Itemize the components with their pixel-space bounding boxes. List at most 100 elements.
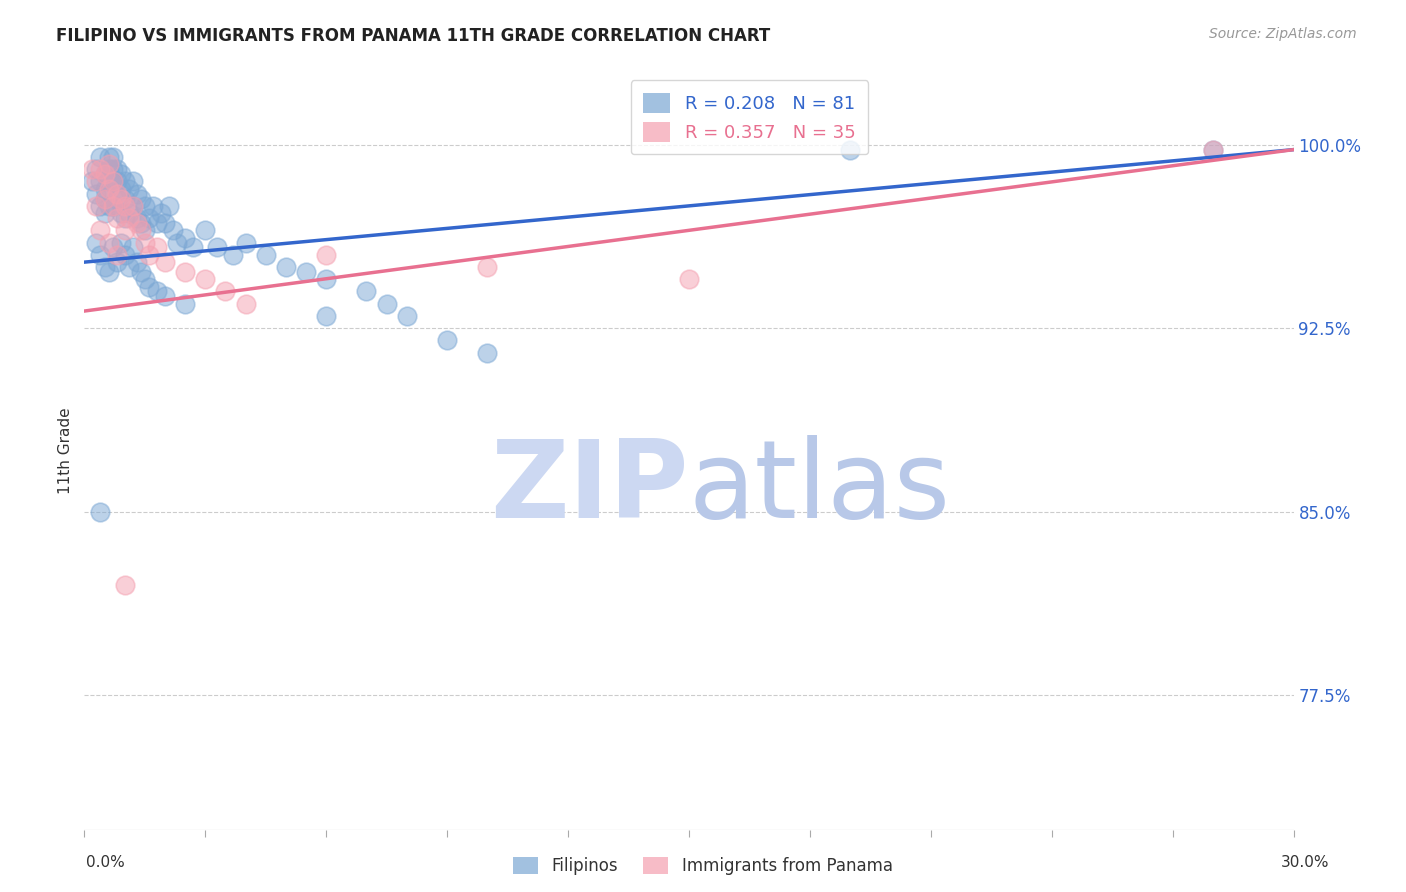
Point [146, 285, 169, 299]
Point [274, 260, 297, 274]
Text: FILIPINO VS IMMIGRANTS FROM PANAMA 11TH GRADE CORRELATION CHART: FILIPINO VS IMMIGRANTS FROM PANAMA 11TH … [56, 27, 770, 45]
Point [86, 162, 108, 177]
Point [89, 248, 111, 262]
Point [356, 285, 378, 299]
Point [134, 272, 156, 286]
Legend: R = 0.208   N = 81, R = 0.357   N = 35: R = 0.208 N = 81, R = 0.357 N = 35 [631, 80, 868, 154]
Point [129, 192, 152, 206]
Point [222, 248, 245, 262]
Point [138, 211, 160, 226]
Point [121, 240, 143, 254]
Point [110, 235, 132, 250]
Point [146, 240, 169, 254]
Point [121, 174, 143, 188]
Point [101, 199, 124, 213]
Point [174, 230, 197, 244]
Point [477, 345, 499, 359]
Point [101, 174, 124, 188]
Point [121, 199, 143, 213]
Point [97, 265, 120, 279]
Point [114, 578, 136, 592]
Point [153, 255, 176, 269]
Point [86, 199, 108, 213]
Point [138, 279, 160, 293]
Point [97, 182, 120, 196]
Y-axis label: 11th Grade: 11th Grade [58, 407, 73, 494]
Point [436, 334, 458, 348]
Point [110, 182, 132, 196]
Point [101, 174, 124, 188]
Text: 0.0%: 0.0% [86, 855, 125, 870]
Point [125, 186, 148, 201]
Point [134, 223, 156, 237]
Point [162, 223, 184, 237]
Point [315, 272, 337, 286]
Point [101, 199, 124, 213]
Point [97, 157, 120, 171]
Point [129, 265, 152, 279]
Point [153, 289, 176, 303]
Point [125, 255, 148, 269]
Point [129, 223, 152, 237]
Point [114, 199, 136, 213]
Point [114, 211, 136, 226]
Point [146, 216, 169, 230]
Point [235, 296, 257, 310]
Point [194, 272, 217, 286]
Point [97, 235, 120, 250]
Point [114, 223, 136, 237]
Point [181, 240, 204, 254]
Point [125, 216, 148, 230]
Point [125, 211, 148, 226]
Point [477, 260, 499, 274]
Point [235, 235, 257, 250]
Point [1202, 143, 1225, 157]
Point [86, 235, 108, 250]
Point [89, 505, 111, 519]
Point [93, 260, 115, 274]
Point [105, 162, 128, 177]
Point [174, 265, 197, 279]
Point [97, 150, 120, 164]
Text: Source: ZipAtlas.com: Source: ZipAtlas.com [1209, 27, 1357, 41]
Point [89, 150, 111, 164]
Point [93, 192, 115, 206]
Point [134, 199, 156, 213]
Point [142, 199, 165, 213]
Point [86, 186, 108, 201]
Point [105, 186, 128, 201]
Legend: Filipinos, Immigrants from Panama: Filipinos, Immigrants from Panama [505, 849, 901, 884]
Point [138, 248, 160, 262]
Point [93, 206, 115, 220]
Point [105, 248, 128, 262]
Point [105, 192, 128, 206]
Point [114, 192, 136, 206]
Point [134, 235, 156, 250]
Point [82, 174, 104, 188]
Point [89, 223, 111, 237]
Point [93, 182, 115, 196]
Point [395, 309, 418, 323]
Point [129, 216, 152, 230]
Point [93, 167, 115, 181]
Point [89, 199, 111, 213]
Point [174, 296, 197, 310]
Point [93, 167, 115, 181]
Point [1202, 143, 1225, 157]
Point [105, 211, 128, 226]
Text: 30.0%: 30.0% [1281, 855, 1329, 870]
Point [114, 174, 136, 188]
Point [110, 167, 132, 181]
Point [89, 162, 111, 177]
Point [101, 150, 124, 164]
Point [375, 296, 398, 310]
Point [254, 248, 277, 262]
Point [89, 174, 111, 188]
Point [214, 285, 236, 299]
Point [110, 206, 132, 220]
Point [105, 255, 128, 269]
Point [101, 162, 124, 177]
Point [121, 199, 143, 213]
Point [839, 143, 862, 157]
Point [295, 265, 318, 279]
